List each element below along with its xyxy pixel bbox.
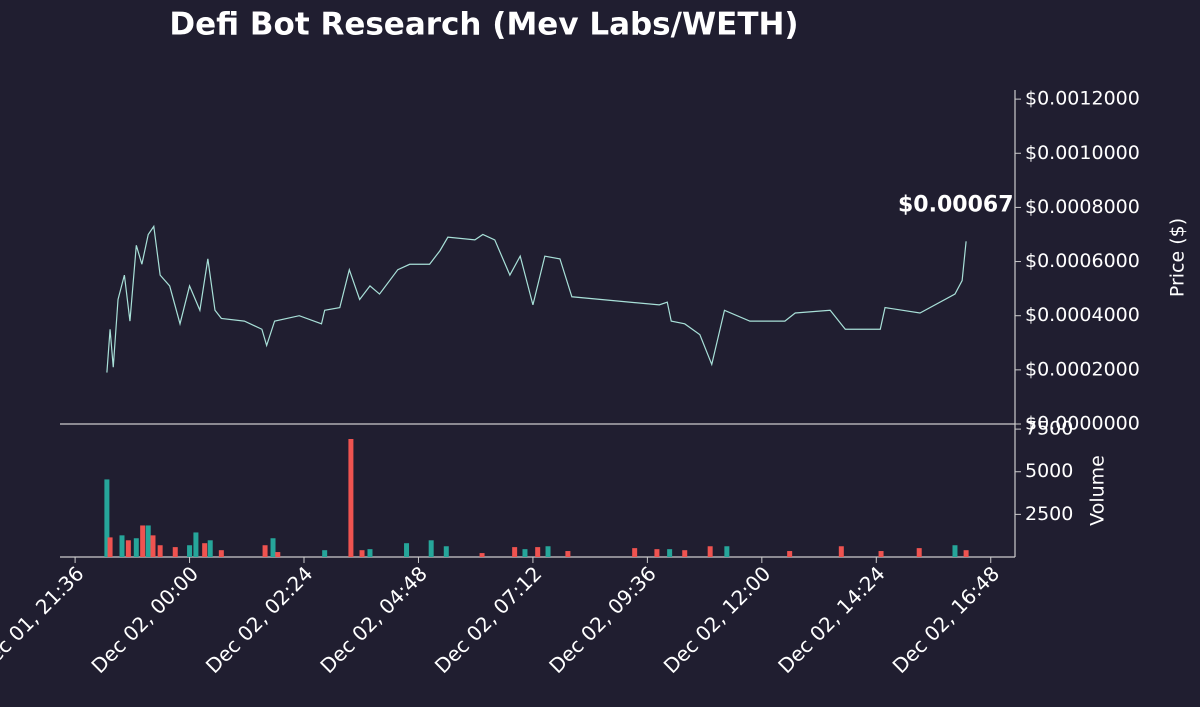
volume-bar — [963, 550, 969, 557]
volume-bar — [565, 551, 571, 557]
price-annotation: $0.000675 — [898, 192, 1029, 217]
volume-bar — [322, 550, 328, 557]
x-tick-label: Dec 02, 12:00 — [659, 561, 776, 678]
volume-bar — [535, 547, 541, 557]
volume-bar — [682, 550, 688, 557]
y-axis-label: Volume — [1087, 455, 1109, 526]
x-tick-label: Dec 02, 14:24 — [773, 561, 890, 678]
volume-bar — [443, 546, 449, 557]
volume-bar — [119, 535, 125, 557]
x-tick-label: Dec 02, 02:24 — [201, 561, 318, 678]
x-tick-label: Dec 01, 21:36 — [0, 561, 89, 678]
x-tick-label: Dec 02, 16:48 — [888, 561, 1005, 678]
volume-bar — [262, 545, 268, 557]
volume-bar — [107, 537, 113, 557]
y-tick-label: 5000 — [1025, 460, 1073, 482]
volume-bar — [545, 546, 551, 557]
volume-bar — [428, 540, 434, 557]
volume-bar — [145, 525, 151, 557]
volume-bar — [207, 540, 213, 557]
volume-bar — [367, 549, 373, 557]
volume-bar — [270, 538, 276, 557]
volume-bar — [157, 545, 163, 557]
volume-bar — [878, 551, 884, 557]
volume-bar — [707, 546, 713, 557]
volume-bar — [133, 538, 139, 557]
y-tick-label: $0.0010000 — [1025, 142, 1140, 164]
volume-bar — [724, 546, 730, 557]
volume-bar — [202, 543, 208, 557]
volume-bar — [125, 540, 131, 557]
volume-bar — [654, 549, 660, 557]
y-tick-label: $0.0012000 — [1025, 88, 1140, 110]
volume-bar — [150, 535, 156, 557]
volume-bar — [916, 548, 922, 557]
volume-bar — [479, 553, 485, 557]
volume-bar — [522, 549, 528, 557]
y-tick-label: 7500 — [1025, 418, 1073, 440]
x-tick-label: Dec 02, 09:36 — [544, 561, 661, 678]
volume-bar — [218, 550, 224, 557]
volume-bar — [787, 551, 793, 557]
volume-bar — [187, 545, 193, 557]
volume-bar — [512, 547, 518, 557]
volume-bar — [838, 546, 844, 557]
y-tick-label: 2500 — [1025, 503, 1073, 525]
volume-bar — [140, 525, 146, 557]
volume-bar — [952, 545, 958, 557]
y-tick-label: $0.0004000 — [1025, 304, 1140, 326]
volume-bar — [359, 550, 365, 557]
volume-bar — [348, 439, 354, 557]
chart-title: Defi Bot Research (Mev Labs/WETH) — [169, 7, 798, 43]
volume-bar — [172, 547, 178, 557]
y-tick-label: $0.0002000 — [1025, 358, 1140, 380]
y-tick-label: $0.0006000 — [1025, 250, 1140, 272]
x-tick-label: Dec 02, 04:48 — [315, 561, 432, 678]
y-tick-label: $0.0008000 — [1025, 196, 1140, 218]
price-line — [106, 224, 967, 373]
volume-bar — [193, 532, 199, 557]
volume-bar — [667, 549, 673, 557]
volume-bar — [632, 548, 638, 557]
x-tick-label: Dec 02, 00:00 — [86, 561, 203, 678]
volume-bar — [104, 479, 110, 557]
volume-bar — [275, 552, 281, 557]
y-axis-label: Price ($) — [1167, 218, 1189, 297]
y-tick-label: $0.0000000 — [1025, 413, 1140, 435]
volume-bar — [404, 543, 410, 557]
x-tick-label: Dec 02, 07:12 — [430, 561, 547, 678]
